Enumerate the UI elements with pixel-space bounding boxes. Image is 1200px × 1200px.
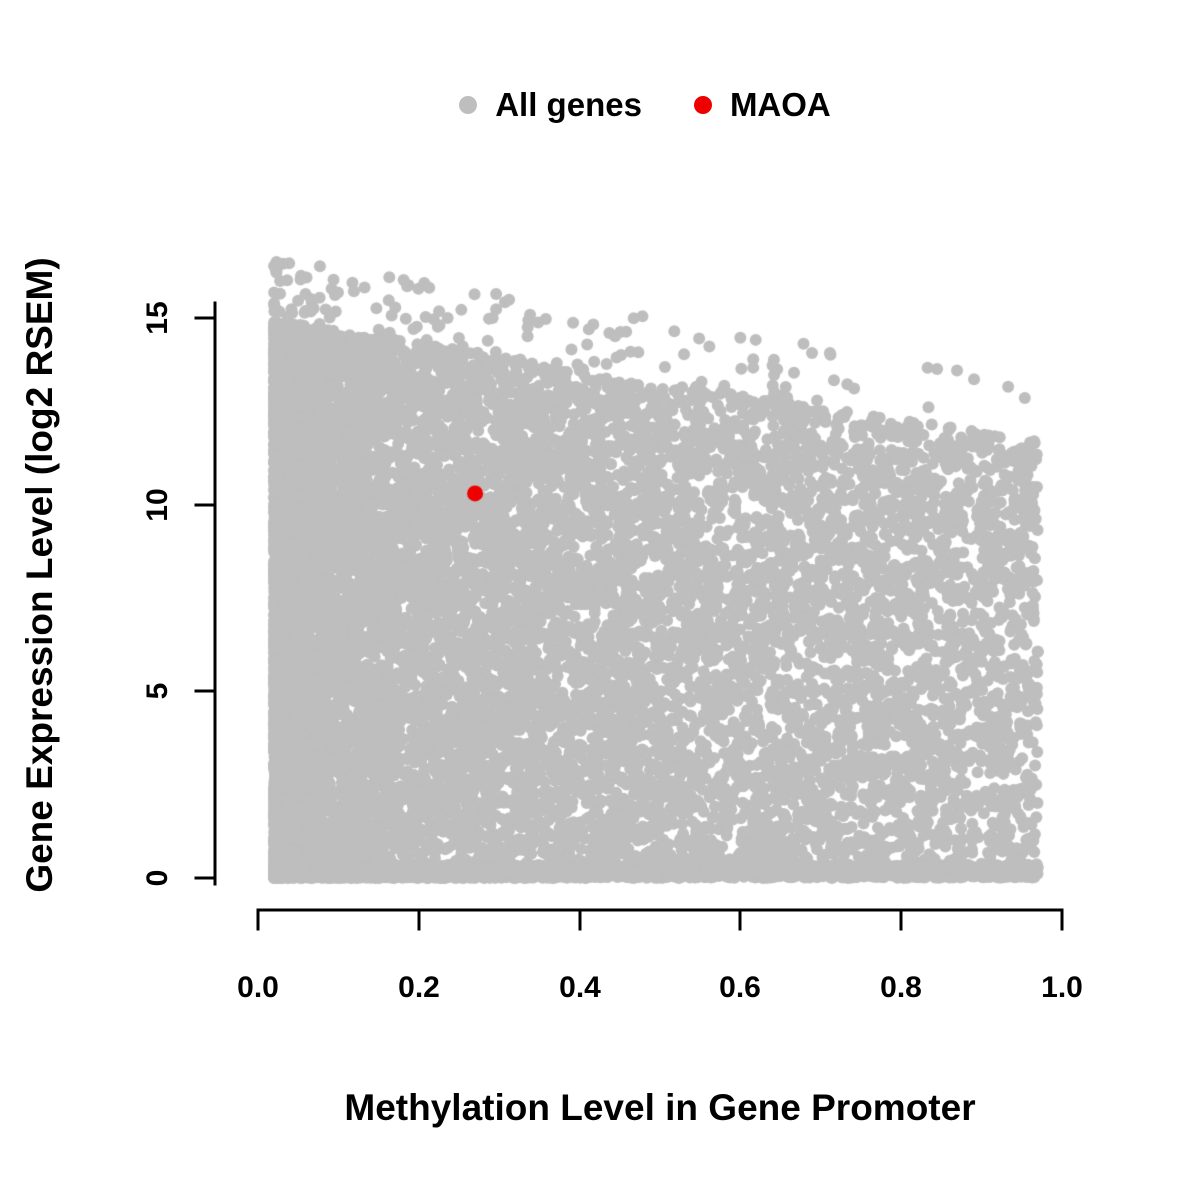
y-tick-label-0: 0	[141, 869, 174, 887]
x-tick-label-0: 0.0	[237, 971, 279, 1004]
legend-item-all-genes: All genes	[459, 86, 642, 124]
x-tick-label-1: 0.2	[398, 971, 440, 1004]
legend-item-maoa: MAOA	[693, 86, 831, 124]
y-axis-title: Gene Expression Level (log2 RSEM)	[19, 257, 60, 893]
y-tick-label-3: 15	[141, 301, 174, 335]
y-tick-label-1: 5	[141, 682, 174, 700]
legend-label-all-genes: All genes	[495, 86, 642, 123]
x-tick-label-5: 1.0	[1041, 971, 1083, 1004]
x-axis-title: Methylation Level in Gene Promoter	[344, 1087, 976, 1128]
legend: All genes MAOA	[0, 80, 1200, 130]
legend-label-maoa: MAOA	[729, 86, 831, 123]
x-tick-label-4: 0.8	[880, 971, 922, 1004]
all-genes-dot-icon	[459, 96, 478, 114]
maoa-dot-icon	[693, 96, 712, 114]
x-tick-label-3: 0.6	[719, 971, 761, 1004]
y-tick-label-2: 10	[141, 488, 174, 522]
x-tick-label-2: 0.4	[559, 971, 601, 1004]
